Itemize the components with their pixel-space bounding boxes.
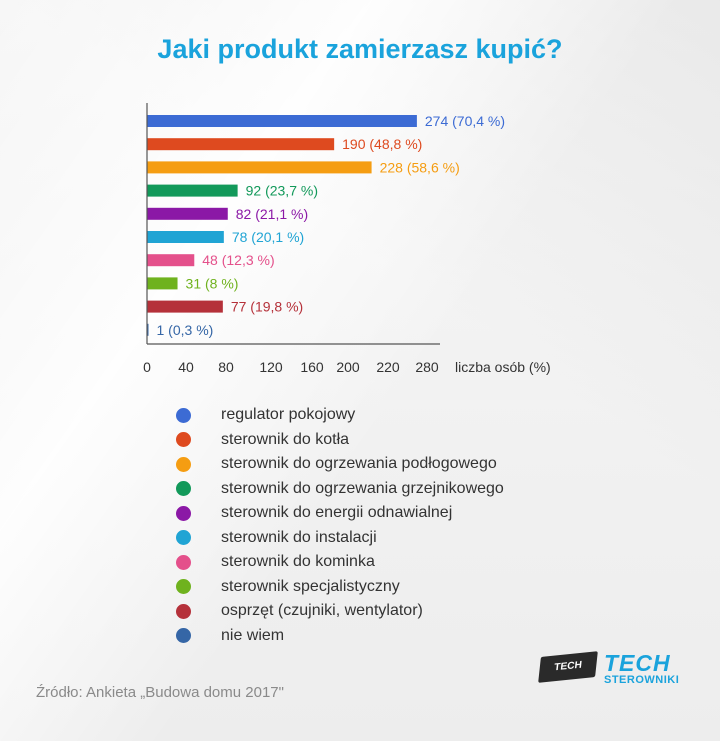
x-axis-label: liczba osób (%) [455, 359, 551, 375]
bar-5 [147, 207, 228, 220]
legend-dot-icon [176, 407, 191, 423]
data-label-2: 190 (48,8 %) [342, 136, 422, 152]
data-label-9: 77 (19,8 %) [231, 299, 303, 315]
bar-8 [147, 277, 178, 290]
bar-4 [147, 184, 238, 197]
bar-9 [147, 300, 223, 313]
legend-item: nie wiem [176, 624, 504, 649]
brand-subtitle: STEROWNIKI [604, 674, 680, 686]
source-note: Źródło: Ankieta „Budowa domu 2017" [36, 684, 284, 701]
x-tick-label: 200 [336, 359, 360, 375]
data-label-8: 31 (8 %) [186, 275, 239, 291]
legend-dot-icon [176, 554, 191, 570]
data-label-3: 228 (58,6 %) [380, 159, 460, 175]
legend-dot-icon [176, 481, 191, 497]
legend: regulator pokojowy sterownik do kotła ster… [176, 403, 504, 648]
chart-title: Jaki produkt zamierzasz kupić? [157, 34, 563, 64]
legend-item: sterownik do ogrzewania podłogowego [176, 452, 504, 477]
bar-10 [147, 323, 149, 336]
bar-3 [147, 161, 372, 174]
legend-label: sterownik do energii odnawialnej [221, 504, 453, 522]
x-tick-label: 160 [300, 359, 324, 375]
chip-icon: TECH [538, 651, 598, 683]
legend-dot-icon [176, 579, 191, 595]
bar-2 [147, 138, 335, 151]
data-label-6: 78 (20,1 %) [232, 229, 304, 245]
data-label-4: 92 (23,7 %) [246, 183, 318, 199]
legend-label: sterownik specjalistyczny [221, 577, 400, 595]
legend-label: sterownik do kominka [221, 553, 375, 571]
legend-dot-icon [176, 530, 191, 546]
x-tick-label: 40 [178, 359, 194, 375]
bar-7 [147, 254, 195, 267]
legend-item: sterownik do ogrzewania grzejnikowego [176, 477, 504, 502]
legend-item: sterownik specjalistyczny [176, 575, 504, 600]
legend-item: sterownik do energii odnawialnej [176, 501, 504, 526]
legend-label: sterownik do kotła [221, 430, 350, 448]
data-label-7: 48 (12,3 %) [202, 252, 274, 268]
legend-dot-icon [176, 603, 191, 619]
legend-label: sterownik do ogrzewania podłogowego [221, 455, 497, 473]
legend-label: sterownik do instalacji [221, 528, 377, 546]
x-tick-label: 0 [143, 359, 151, 375]
x-tick-label: 80 [218, 359, 234, 375]
legend-label: regulator pokojowy [221, 406, 356, 424]
brand-name: TECH [604, 650, 671, 676]
bar-1 [147, 115, 417, 127]
legend-item: sterownik do instalacji [176, 526, 504, 551]
tech-logo: TECH TECH STEROWNIKI [538, 648, 690, 688]
x-tick-label: 120 [259, 359, 283, 375]
legend-item: sterownik do kotła [176, 428, 504, 453]
legend-item: osprzęt (czujniki, wentylator) [176, 599, 504, 624]
x-tick-label: 280 [415, 359, 439, 375]
legend-label: osprzęt (czujniki, wentylator) [221, 602, 423, 620]
bar-6 [147, 231, 224, 243]
data-label-1: 274 (70,4 %) [425, 113, 505, 129]
bar-chart: 274 (70,4 %)190 (48,8 %) 228 (58,6 %) 92 (… [143, 103, 551, 375]
data-label-5: 82 (21,1 %) [236, 206, 308, 222]
x-tick-label: 220 [376, 359, 400, 375]
legend-dot-icon [176, 628, 191, 644]
legend-item: sterownik do kominka [176, 550, 504, 575]
legend-label: nie wiem [221, 626, 285, 644]
legend-dot-icon [176, 456, 191, 472]
legend-dot-icon [176, 505, 191, 521]
legend-item: regulator pokojowy [176, 403, 504, 428]
legend-dot-icon [176, 432, 191, 448]
data-label-10: 1 (0,3 %) [157, 322, 214, 338]
legend-label: sterownik do ogrzewania grzejnikowego [221, 479, 504, 497]
